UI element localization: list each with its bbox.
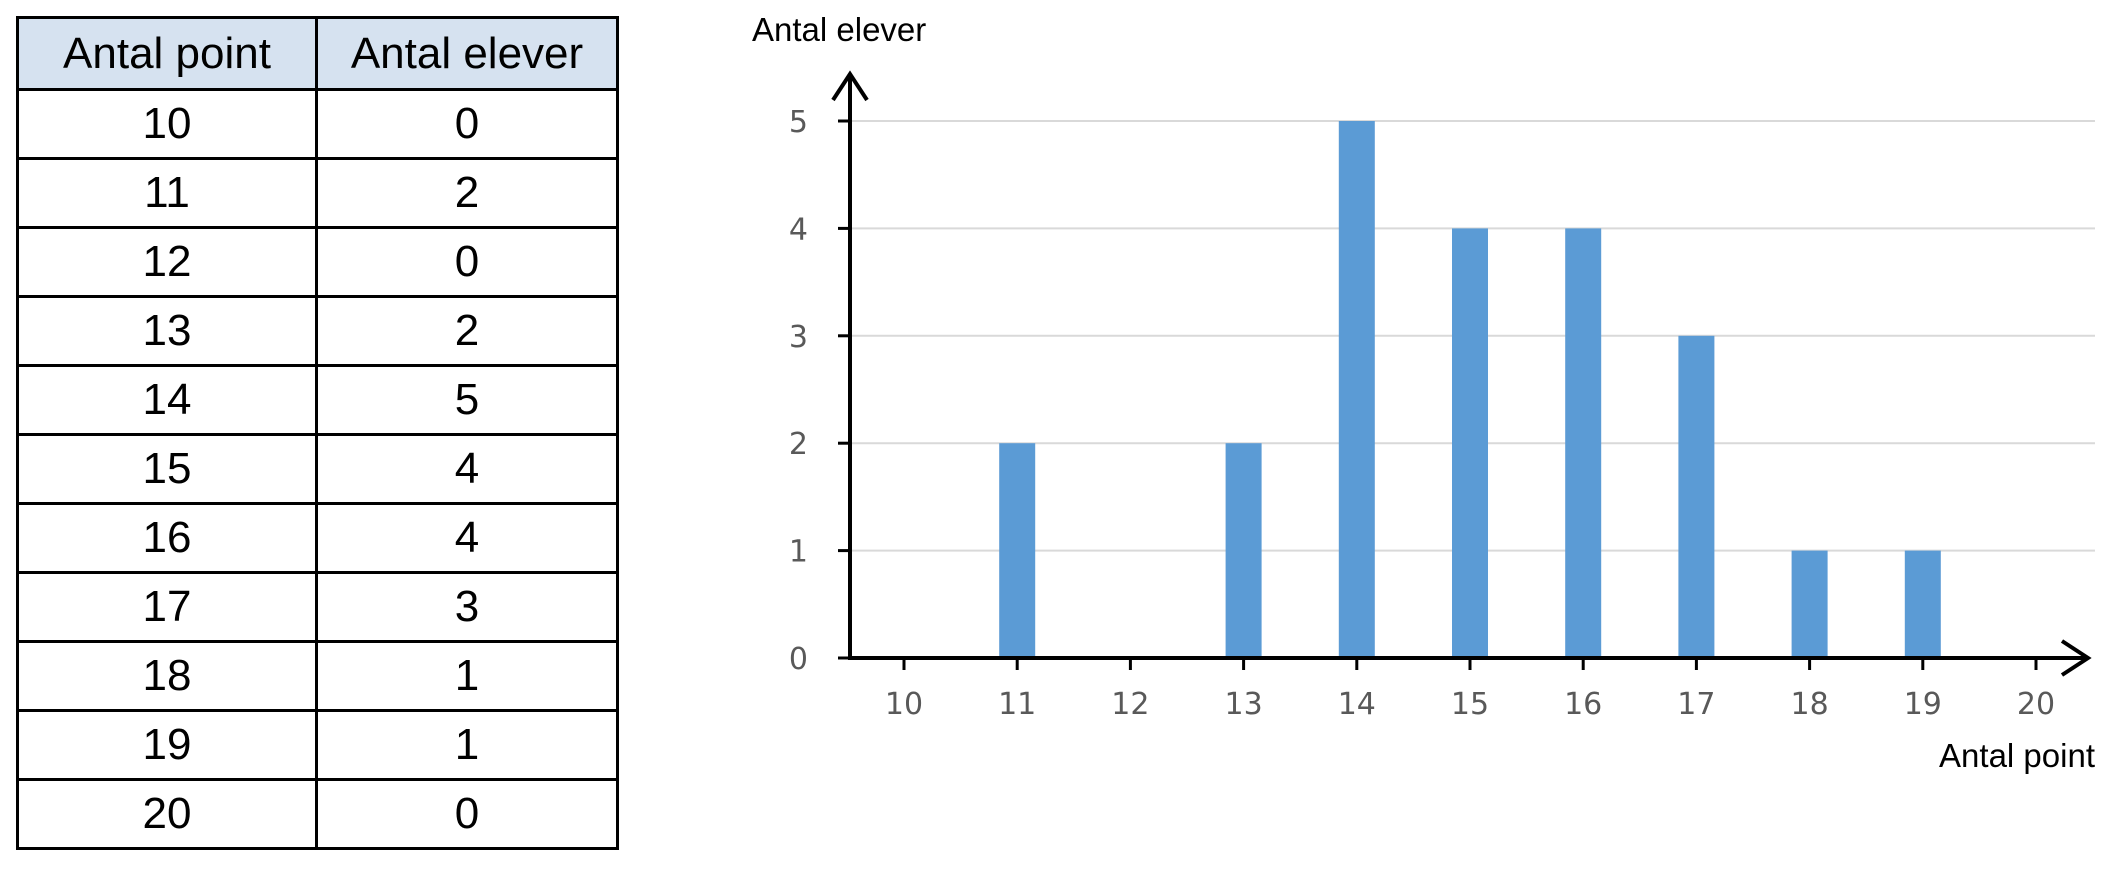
- cell-antal-elever: 0: [315, 226, 619, 298]
- frequency-table: Antal point Antal elever 10 0 11 2 12 0 13 2 14 5…: [16, 16, 619, 850]
- x-tick-label: 15: [1451, 687, 1489, 722]
- x-axis-arrowhead: [2060, 639, 2092, 677]
- y-tick-label: 2: [789, 427, 808, 462]
- bar-16: [1565, 228, 1602, 658]
- bar-13: [1225, 443, 1262, 658]
- bars: [999, 121, 1941, 658]
- cell-antal-elever: 5: [315, 364, 619, 436]
- cell-antal-elever: 0: [315, 778, 619, 850]
- cell-antal-point: 15: [16, 433, 318, 505]
- x-axis-title: Antal point: [1939, 737, 2095, 774]
- bar-19: [1904, 550, 1941, 658]
- x-tick-label: 16: [1564, 687, 1602, 722]
- y-tick-label: 5: [789, 105, 808, 140]
- x-tick-label: 11: [998, 687, 1036, 722]
- cell-antal-elever: 0: [315, 88, 619, 160]
- x-tick-label: 10: [885, 687, 923, 722]
- cell-antal-point: 14: [16, 364, 318, 436]
- table-row: 15 4: [16, 433, 619, 505]
- bar-14: [1338, 121, 1375, 658]
- table-row: 19 1: [16, 709, 619, 781]
- table-body: 10 0 11 2 12 0 13 2 14 5 15 4 16 4 17 3 18 1 19 1 20 0: [16, 88, 619, 850]
- x-tick-label: 17: [1677, 687, 1715, 722]
- cell-antal-elever: 2: [315, 157, 619, 229]
- cell-antal-point: 17: [16, 571, 318, 643]
- cell-antal-point: 11: [16, 157, 318, 229]
- table-row: 10 0: [16, 88, 619, 160]
- bar-17: [1678, 335, 1715, 658]
- table-row: 18 1: [16, 640, 619, 712]
- y-tick-label: 1: [789, 535, 808, 570]
- cell-antal-elever: 1: [315, 709, 619, 781]
- cell-antal-elever: 2: [315, 295, 619, 367]
- cell-antal-point: 10: [16, 88, 318, 160]
- cell-antal-point: 16: [16, 502, 318, 574]
- cell-antal-point: 13: [16, 295, 318, 367]
- table-row: 11 2: [16, 157, 619, 229]
- x-tick-label: 14: [1338, 687, 1376, 722]
- y-tick-label: 3: [789, 320, 808, 355]
- cell-antal-elever: 3: [315, 571, 619, 643]
- bar-15: [1452, 228, 1488, 658]
- x-tick-label: 19: [1904, 687, 1942, 722]
- y-axis-arrowhead: [831, 70, 869, 102]
- x-tick-label: 13: [1225, 687, 1263, 722]
- header-antal-point: Antal point: [16, 16, 318, 91]
- cell-antal-point: 20: [16, 778, 318, 850]
- cell-antal-elever: 4: [315, 433, 619, 505]
- y-tick-label: 0: [789, 642, 808, 677]
- x-tick-label: 12: [1111, 687, 1149, 722]
- table-row: 14 5: [16, 364, 619, 436]
- y-axis-title: Antal elever: [752, 11, 926, 48]
- table-row: 13 2: [16, 295, 619, 367]
- table-row: 20 0: [16, 778, 619, 850]
- y-tick-label: 4: [789, 212, 808, 247]
- cell-antal-point: 12: [16, 226, 318, 298]
- cell-antal-point: 19: [16, 709, 318, 781]
- x-tick-label: 18: [1791, 687, 1829, 722]
- header-antal-elever: Antal elever: [315, 16, 619, 91]
- table-row: 12 0: [16, 226, 619, 298]
- cell-antal-point: 18: [16, 640, 318, 712]
- cell-antal-elever: 4: [315, 502, 619, 574]
- table-header-row: Antal point Antal elever: [16, 16, 619, 91]
- cell-antal-elever: 1: [315, 640, 619, 712]
- bar-18: [1791, 550, 1828, 658]
- bar-11: [999, 443, 1036, 658]
- table-row: 17 3: [16, 571, 619, 643]
- table-row: 16 4: [16, 502, 619, 574]
- x-tick-label: 20: [2017, 687, 2055, 722]
- axes: [831, 70, 2092, 677]
